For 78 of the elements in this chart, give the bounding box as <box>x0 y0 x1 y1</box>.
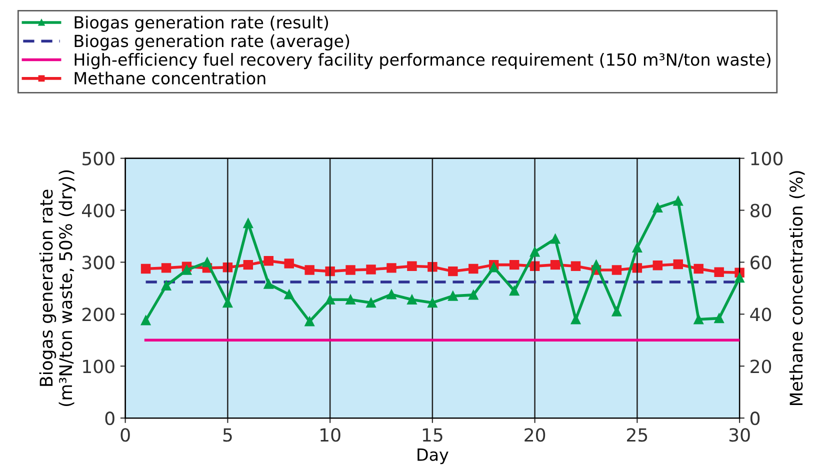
x-tick-label: 30 <box>729 428 750 442</box>
point <box>428 298 438 308</box>
y-tick-label: 100 <box>83 360 114 374</box>
y2-tick-label: 0 <box>750 412 760 426</box>
x-tick-label: 5 <box>223 428 232 442</box>
point <box>264 279 274 289</box>
point <box>222 298 233 308</box>
point <box>591 260 602 270</box>
x-tick-label: 10 <box>320 428 340 442</box>
point <box>468 290 478 300</box>
point <box>673 259 683 270</box>
point <box>284 290 294 300</box>
x-axis-title: Day <box>418 448 448 464</box>
point <box>366 264 376 274</box>
point <box>612 306 622 316</box>
point <box>734 272 744 283</box>
x-tick-label: 25 <box>627 428 648 442</box>
x-tick-label: 20 <box>524 428 546 442</box>
point <box>632 242 642 253</box>
legend-label: Biogas generation rate (average) <box>74 34 350 50</box>
point <box>448 266 458 276</box>
point <box>673 196 683 206</box>
point <box>694 264 704 274</box>
point <box>140 264 151 274</box>
point <box>652 260 663 270</box>
point <box>652 202 663 213</box>
point <box>468 264 478 274</box>
point <box>488 262 499 272</box>
point <box>509 286 520 296</box>
point <box>407 294 417 304</box>
point <box>304 316 314 326</box>
point <box>202 257 212 268</box>
point <box>366 298 376 308</box>
point <box>448 291 458 301</box>
point <box>550 260 560 270</box>
y-axis-title: Biogas generation rate (m³N/ton waste, 50% (dry)) <box>39 170 76 406</box>
point <box>509 260 520 270</box>
point <box>428 262 438 272</box>
point <box>325 294 335 304</box>
point <box>284 258 294 268</box>
point <box>570 314 581 324</box>
point <box>346 265 356 275</box>
x-tick-label: 15 <box>422 428 442 442</box>
point <box>550 234 560 244</box>
point <box>386 263 396 273</box>
legend-label: High-efficiency fuel recovery facility performance requirement (150 m³N/ton waste) <box>74 52 770 70</box>
point <box>264 256 274 266</box>
point <box>243 218 254 228</box>
y2-tick-label: 80 <box>750 204 772 218</box>
point <box>612 265 622 275</box>
point <box>694 314 704 324</box>
y2-tick-label: 60 <box>750 256 772 270</box>
point <box>407 261 417 271</box>
y2-tick-label: 100 <box>751 152 783 166</box>
point <box>346 294 356 304</box>
point <box>140 316 151 326</box>
y-tick-label: 500 <box>82 152 114 166</box>
point <box>243 260 254 270</box>
point <box>161 280 172 290</box>
point <box>714 313 724 324</box>
y2-axis-title: Methane concentration (%) <box>789 171 805 406</box>
y2-tick-label: 40 <box>750 308 772 322</box>
y-tick-label: 0 <box>105 412 114 426</box>
point <box>386 290 396 300</box>
y-tick-label: 400 <box>82 204 114 218</box>
point <box>304 265 314 275</box>
legend-label: Methane concentration <box>74 72 266 84</box>
point <box>325 266 335 276</box>
y2-tick-label: 20 <box>750 360 772 374</box>
point <box>530 246 540 257</box>
point <box>182 265 192 275</box>
point <box>161 263 172 273</box>
y-tick-label: 200 <box>82 308 114 322</box>
point <box>570 261 581 271</box>
point <box>714 267 724 277</box>
legend-label: Biogas generation rate (result) <box>74 16 328 32</box>
x-tick-label: 0 <box>120 428 130 442</box>
y-tick-label: 300 <box>82 256 114 270</box>
